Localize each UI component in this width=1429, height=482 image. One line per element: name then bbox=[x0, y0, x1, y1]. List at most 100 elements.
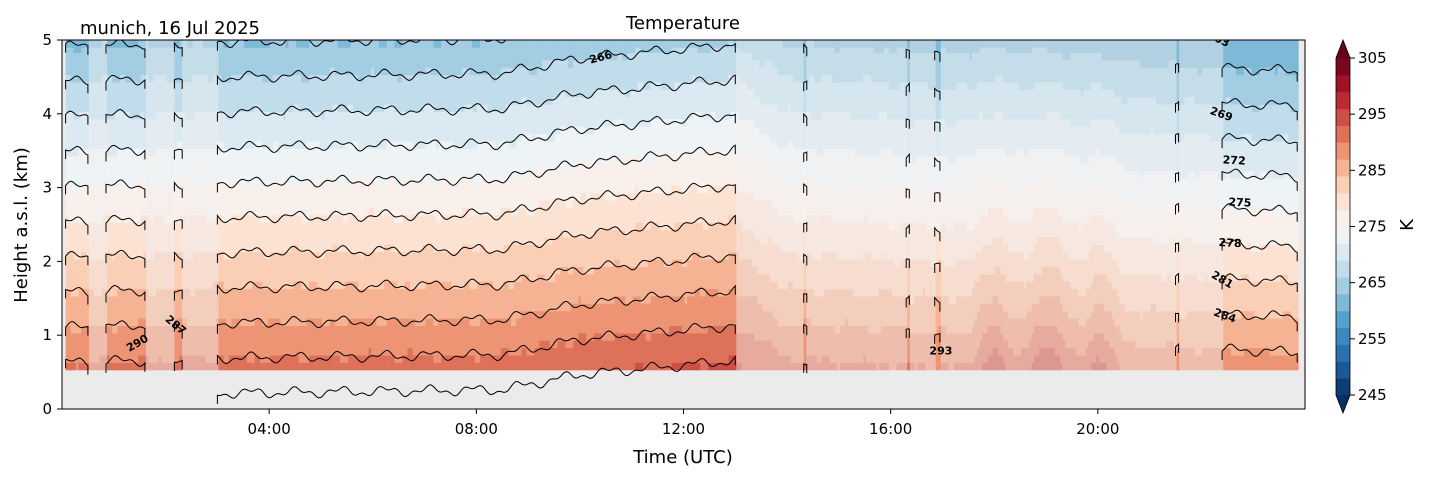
heatmap-cell bbox=[319, 274, 322, 282]
heatmap-cell bbox=[148, 112, 151, 120]
heatmap-cell bbox=[190, 230, 193, 238]
heatmap-cell bbox=[97, 60, 100, 68]
heatmap-cell bbox=[257, 141, 260, 149]
heatmap-cell bbox=[242, 296, 245, 304]
heatmap-cell bbox=[270, 237, 273, 245]
heatmap-cell bbox=[79, 163, 82, 171]
heatmap-cell bbox=[218, 97, 221, 105]
heatmap-cell bbox=[265, 259, 268, 267]
heatmap-cell bbox=[146, 178, 149, 186]
heatmap-cell bbox=[208, 208, 211, 216]
heatmap-cell bbox=[86, 208, 89, 216]
heatmap-cell bbox=[294, 244, 297, 252]
heatmap-cell bbox=[234, 89, 237, 97]
heatmap-cell bbox=[286, 53, 289, 61]
heatmap-cell bbox=[193, 230, 196, 238]
heatmap-cell bbox=[221, 259, 224, 267]
heatmap-cell bbox=[161, 60, 164, 68]
heatmap-cell bbox=[294, 230, 297, 238]
heatmap-cell bbox=[249, 222, 252, 230]
heatmap-cell bbox=[325, 89, 328, 97]
heatmap-cell bbox=[265, 185, 268, 193]
heatmap-cell bbox=[213, 303, 216, 311]
heatmap-cell bbox=[154, 200, 157, 208]
heatmap-cell bbox=[299, 200, 302, 208]
heatmap-cell bbox=[102, 148, 105, 156]
heatmap-cell bbox=[325, 296, 328, 304]
heatmap-cell bbox=[338, 97, 341, 105]
heatmap-cell bbox=[159, 289, 162, 297]
heatmap-cell bbox=[164, 259, 167, 267]
heatmap-cell bbox=[332, 355, 335, 363]
heatmap-cell bbox=[92, 104, 95, 112]
heatmap-cell bbox=[99, 134, 102, 142]
heatmap-cell bbox=[97, 274, 100, 282]
heatmap-cell bbox=[159, 340, 162, 348]
heatmap-cell bbox=[99, 274, 102, 282]
heatmap-cell bbox=[71, 303, 74, 311]
heatmap-cell bbox=[252, 148, 255, 156]
heatmap-cell bbox=[203, 274, 206, 282]
heatmap-cell bbox=[229, 193, 232, 201]
heatmap-cell bbox=[97, 348, 100, 356]
heatmap-cell bbox=[239, 348, 242, 356]
heatmap-cell bbox=[340, 141, 343, 149]
heatmap-cell bbox=[270, 89, 273, 97]
heatmap-cell bbox=[169, 193, 172, 201]
heatmap-cell bbox=[73, 104, 76, 112]
heatmap-cell bbox=[237, 53, 240, 61]
heatmap-cell bbox=[164, 267, 167, 275]
heatmap-cell bbox=[107, 185, 110, 193]
heatmap-cell bbox=[283, 67, 286, 75]
heatmap-cell bbox=[314, 267, 317, 275]
heatmap-cell bbox=[193, 326, 196, 334]
heatmap-cell bbox=[249, 355, 252, 363]
heatmap-cell bbox=[143, 281, 146, 289]
heatmap-cell bbox=[81, 119, 84, 127]
heatmap-cell bbox=[117, 340, 120, 348]
heatmap-cell bbox=[252, 326, 255, 334]
heatmap-cell bbox=[200, 237, 203, 245]
heatmap-cell bbox=[102, 215, 105, 223]
heatmap-cell bbox=[174, 348, 177, 356]
heatmap-cell bbox=[301, 126, 304, 134]
heatmap-cell bbox=[288, 222, 291, 230]
heatmap-cell bbox=[177, 296, 180, 304]
heatmap-cell bbox=[247, 200, 250, 208]
heatmap-cell bbox=[260, 82, 263, 90]
heatmap-cell bbox=[198, 148, 201, 156]
heatmap-cell bbox=[190, 348, 193, 356]
heatmap-cell bbox=[71, 355, 74, 363]
heatmap-cell bbox=[190, 163, 193, 171]
heatmap-cell bbox=[252, 215, 255, 223]
heatmap-cell bbox=[203, 237, 206, 245]
heatmap-cell bbox=[94, 171, 97, 179]
heatmap-cell bbox=[257, 82, 260, 90]
heatmap-cell bbox=[128, 289, 131, 297]
heatmap-cell bbox=[286, 112, 289, 120]
heatmap-cell bbox=[239, 40, 242, 48]
heatmap-cell bbox=[110, 89, 113, 97]
heatmap-cell bbox=[294, 267, 297, 275]
heatmap-cell bbox=[281, 126, 284, 134]
heatmap-cell bbox=[213, 134, 216, 142]
heatmap-cell bbox=[244, 112, 247, 120]
heatmap-cell bbox=[327, 185, 330, 193]
heatmap-cell bbox=[76, 97, 79, 105]
heatmap-cell bbox=[348, 303, 351, 311]
heatmap-cell bbox=[123, 126, 126, 134]
heatmap-cell bbox=[125, 126, 128, 134]
heatmap-cell bbox=[120, 141, 123, 149]
heatmap-cell bbox=[200, 141, 203, 149]
heatmap-cell bbox=[327, 252, 330, 260]
heatmap-cell bbox=[288, 40, 291, 48]
heatmap-cell bbox=[92, 141, 95, 149]
heatmap-cell bbox=[172, 333, 175, 341]
heatmap-cell bbox=[319, 163, 322, 171]
heatmap-cell bbox=[123, 348, 126, 356]
heatmap-cell bbox=[205, 326, 208, 334]
heatmap-cell bbox=[89, 222, 92, 230]
heatmap-cell bbox=[343, 326, 346, 334]
heatmap-cell bbox=[180, 230, 183, 238]
heatmap-cell bbox=[340, 274, 343, 282]
